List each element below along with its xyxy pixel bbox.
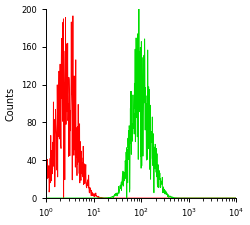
Y-axis label: Counts: Counts — [6, 86, 16, 121]
